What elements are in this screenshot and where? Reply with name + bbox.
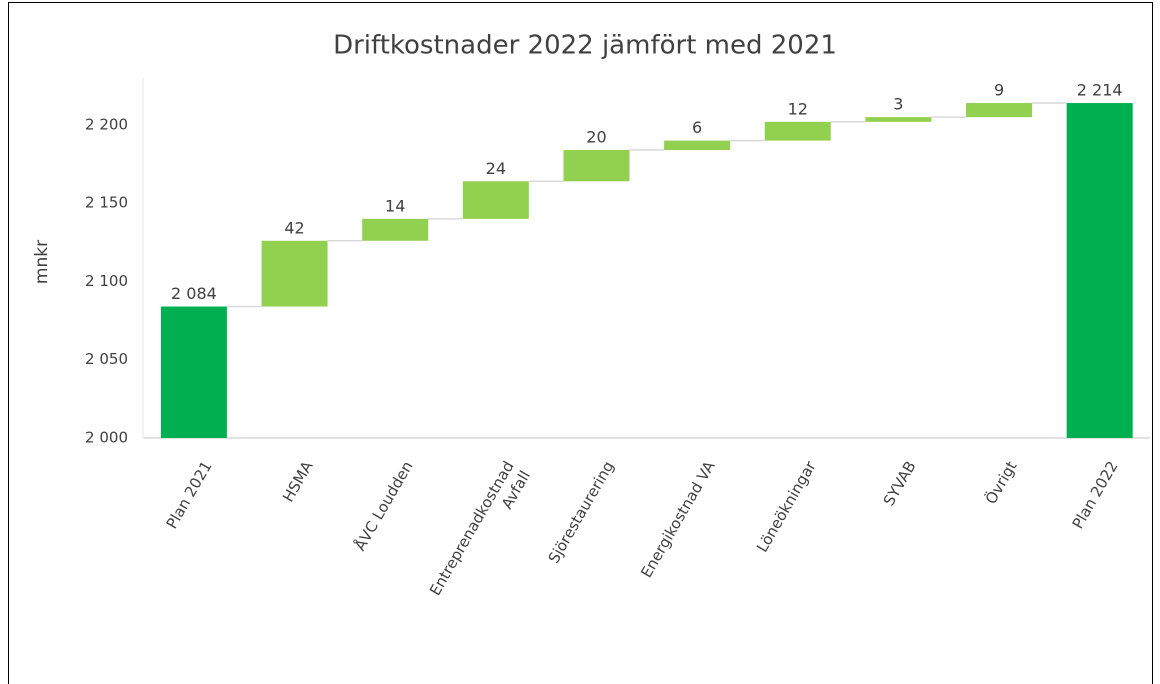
y-axis-label: mnkr <box>32 240 52 284</box>
y-tick-label: 2 000 <box>85 429 128 447</box>
bar <box>865 117 932 122</box>
value-label: 24 <box>486 159 506 178</box>
value-label: 14 <box>385 196 405 215</box>
value-label: 20 <box>586 128 606 147</box>
bar <box>563 150 630 182</box>
chart-title: Driftkostnader 2022 jämfört med 2021 <box>333 31 837 61</box>
bar <box>462 181 529 219</box>
value-label: 9 <box>994 81 1004 100</box>
y-tick-label: 2 200 <box>85 115 128 133</box>
frame <box>8 2 1153 684</box>
value-label: 6 <box>692 118 702 137</box>
value-label: 2 084 <box>171 284 217 303</box>
y-tick-label: 2 100 <box>85 272 128 290</box>
y-tick-label: 2 050 <box>85 350 128 368</box>
value-label: 2 214 <box>1077 81 1123 100</box>
y-tick-label: 2 150 <box>85 194 128 212</box>
bar <box>764 121 831 141</box>
value-label: 3 <box>893 95 903 114</box>
bar <box>362 218 429 241</box>
value-label: 42 <box>284 218 304 237</box>
bar <box>966 103 1033 118</box>
bar <box>1066 103 1133 438</box>
bar <box>261 240 328 307</box>
value-label: 12 <box>788 99 808 118</box>
bar <box>160 306 227 438</box>
bar <box>664 140 731 150</box>
